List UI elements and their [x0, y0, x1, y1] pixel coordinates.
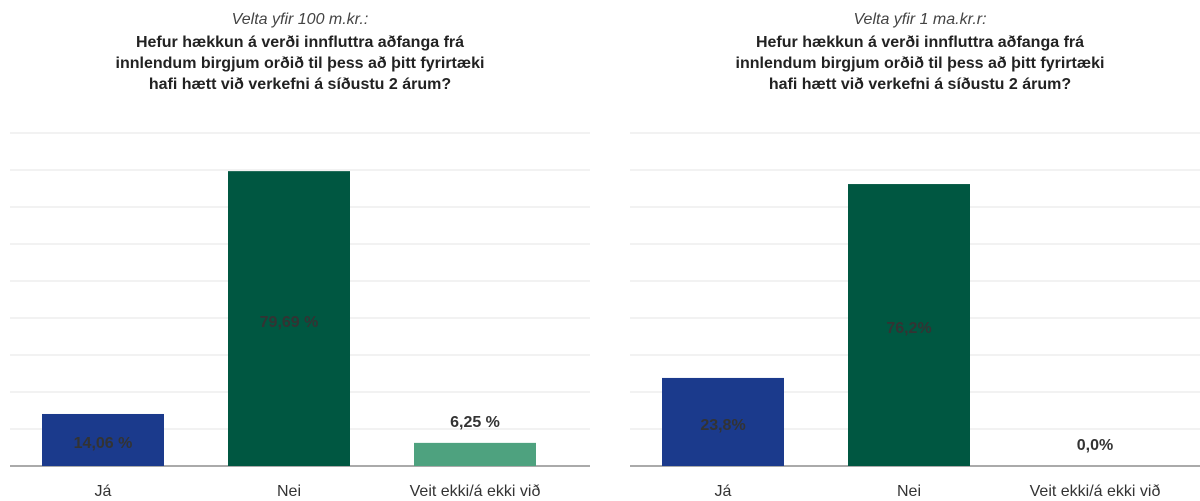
x-tick-label: Já — [95, 483, 112, 500]
chart-subtitle: Velta yfir 1 ma.kr.r: — [853, 11, 986, 28]
chart-title: Hefur hækkun á verði innfluttra aðfanga … — [756, 34, 1084, 51]
x-tick-label: Veit ekki/á ekki við — [1030, 483, 1161, 500]
value-label: 14,06 % — [74, 435, 133, 452]
bar — [848, 184, 970, 466]
bar — [662, 377, 784, 466]
x-tick-label: Veit ekki/á ekki við — [410, 483, 541, 500]
value-label: 79,69 % — [260, 314, 319, 331]
chart-title: innlendum birgjum orðið til þess að þitt… — [116, 55, 485, 72]
x-tick-label: Já — [715, 483, 732, 500]
chart-title: hafi hætt við verkefni á síðustu 2 árum? — [769, 76, 1071, 93]
x-tick-label: Nei — [897, 483, 921, 500]
x-tick-label: Nei — [277, 483, 301, 500]
chart-title: hafi hætt við verkefni á síðustu 2 árum? — [149, 76, 451, 93]
value-label: 76,2% — [886, 320, 931, 337]
value-label: 6,25 % — [450, 414, 500, 431]
bar — [228, 171, 350, 466]
value-label: 0,0% — [1077, 437, 1113, 454]
chart-title: Hefur hækkun á verði innfluttra aðfanga … — [136, 34, 464, 51]
chart-title: innlendum birgjum orðið til þess að þitt… — [736, 55, 1105, 72]
bar — [414, 442, 536, 466]
bar — [42, 413, 164, 466]
value-label: 23,8% — [700, 417, 745, 434]
chart-subtitle: Velta yfir 100 m.kr.: — [232, 11, 369, 28]
